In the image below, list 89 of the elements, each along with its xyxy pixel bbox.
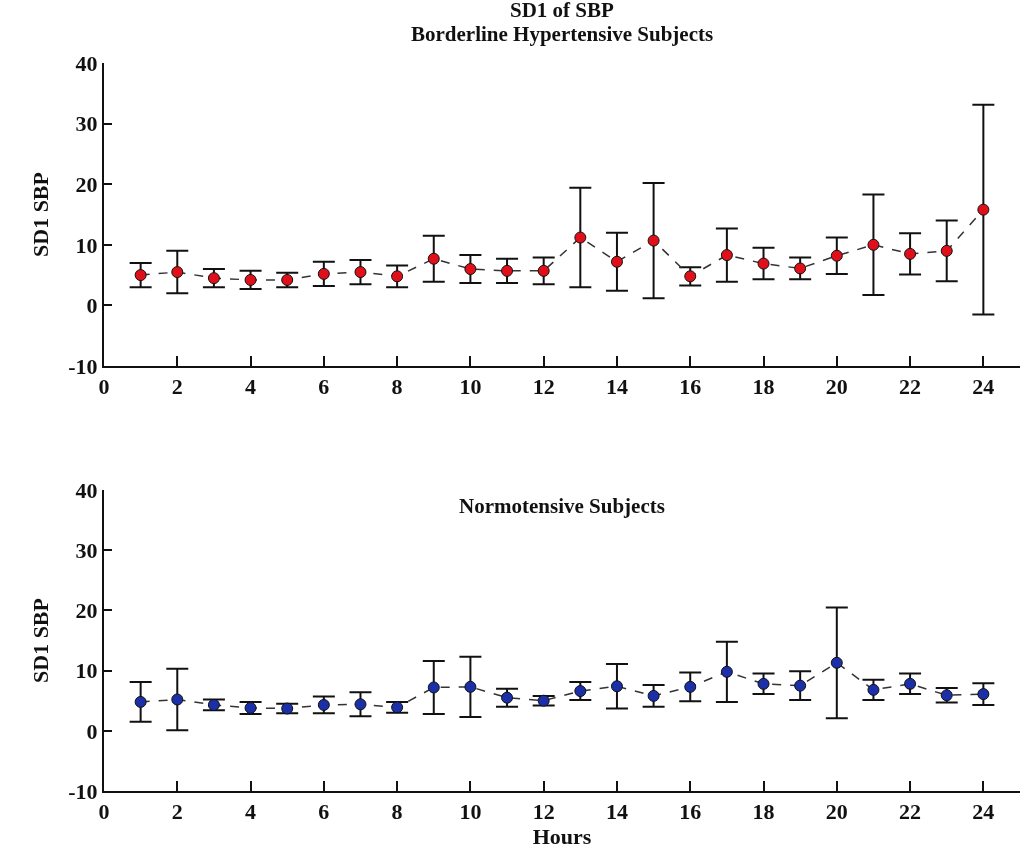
- x-tick-label: 6: [318, 799, 330, 825]
- point: [281, 273, 294, 286]
- point: [684, 270, 697, 283]
- chart-title: SD1 of SBP: [510, 0, 615, 22]
- x-tick-label: 10: [459, 374, 482, 400]
- y-tick-label: 0: [86, 293, 98, 319]
- point: [537, 694, 550, 707]
- x-tick-label: 12: [532, 374, 555, 400]
- point: [501, 691, 514, 704]
- x-tick-label: 2: [171, 799, 183, 825]
- point: [207, 272, 220, 285]
- x-tick-label: 22: [899, 374, 922, 400]
- point: [281, 702, 294, 715]
- point: [537, 264, 550, 277]
- point: [574, 231, 587, 244]
- y-tick-label: 20: [75, 171, 98, 197]
- y-tick-label: 30: [75, 537, 98, 563]
- x-tick-label: 6: [318, 374, 330, 400]
- point: [830, 656, 843, 669]
- point: [391, 270, 404, 283]
- x-tick-label: 10: [459, 799, 482, 825]
- point: [867, 238, 880, 251]
- point: [757, 257, 770, 270]
- point: [171, 266, 184, 279]
- y-tick-label: 10: [75, 232, 98, 258]
- point: [464, 680, 477, 693]
- point: [501, 264, 514, 277]
- y-tick-label: 40: [75, 477, 98, 503]
- y-tick-label: -10: [68, 778, 98, 804]
- point: [867, 683, 880, 696]
- point: [794, 262, 807, 275]
- x-tick-label: 12: [532, 799, 555, 825]
- point: [244, 273, 257, 286]
- point: [574, 685, 587, 698]
- x-tick-label: 24: [972, 374, 995, 400]
- point: [610, 680, 623, 693]
- point: [647, 234, 660, 247]
- x-tick-label: 18: [752, 374, 775, 400]
- y-tick-label: 10: [75, 658, 98, 684]
- y-tick-label: 30: [75, 111, 98, 137]
- point: [794, 679, 807, 692]
- x-tick-label: 22: [899, 799, 922, 825]
- chart-title: Normotensive Subjects: [459, 494, 665, 518]
- point: [684, 680, 697, 693]
- point: [940, 689, 953, 702]
- point: [134, 695, 147, 708]
- x-axis-title: Hours: [532, 824, 592, 850]
- x-tick-label: 24: [972, 799, 995, 825]
- point: [317, 698, 330, 711]
- point: [940, 244, 953, 257]
- x-tick-label: 14: [605, 374, 628, 400]
- point: [720, 665, 733, 678]
- point: [647, 689, 660, 702]
- x-tick-label: 20: [825, 799, 848, 825]
- x-tick-label: 2: [171, 374, 183, 400]
- y-tick-label: 0: [86, 718, 98, 744]
- point: [464, 263, 477, 276]
- x-tick-label: 8: [391, 799, 403, 825]
- x-tick-label: 16: [679, 374, 702, 400]
- point: [720, 249, 733, 262]
- x-tick-label: 14: [605, 799, 628, 825]
- point: [427, 681, 440, 694]
- point: [317, 267, 330, 280]
- point: [354, 698, 367, 711]
- point: [830, 249, 843, 262]
- point: [610, 255, 623, 268]
- point: [391, 701, 404, 714]
- x-tick-label: 18: [752, 799, 775, 825]
- point: [757, 677, 770, 690]
- point: [354, 266, 367, 279]
- x-tick-label: 16: [679, 799, 702, 825]
- x-tick-label: 4: [245, 799, 257, 825]
- y-axis-title: SD1 SBP: [27, 172, 53, 257]
- x-tick-label: 8: [391, 374, 403, 400]
- point: [977, 203, 990, 216]
- y-tick-label: -10: [68, 353, 98, 379]
- x-tick-label: 20: [825, 374, 848, 400]
- point: [427, 252, 440, 265]
- point: [904, 677, 917, 690]
- y-tick-label: 20: [75, 598, 98, 624]
- x-tick-label: 4: [245, 374, 257, 400]
- point: [171, 693, 184, 706]
- point: [977, 688, 990, 701]
- point: [904, 247, 917, 260]
- y-tick-label: 40: [75, 50, 98, 76]
- point: [244, 701, 257, 714]
- y-axis-title: SD1 SBP: [27, 598, 53, 683]
- point: [134, 269, 147, 282]
- chart-subtitle: Borderline Hypertensive Subjects: [411, 22, 714, 46]
